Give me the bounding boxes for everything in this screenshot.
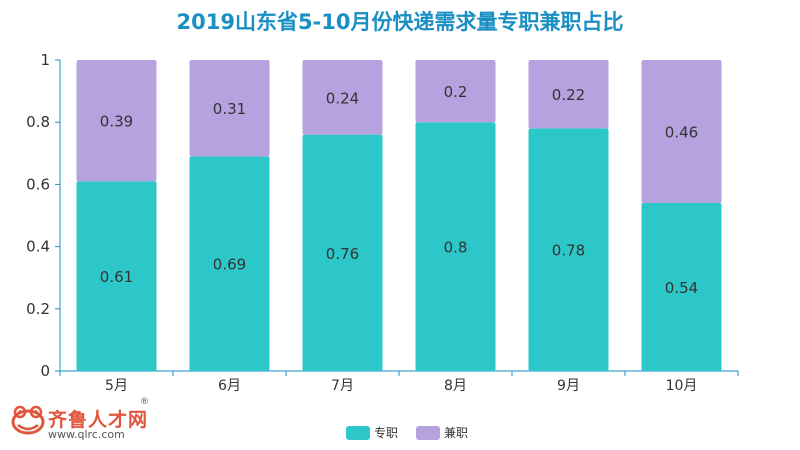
data-label: 0.61: [100, 268, 133, 286]
x-tick-label: 9月: [557, 378, 580, 394]
bar-fulltime: [641, 203, 722, 371]
chart-title: 2019山东省5-10月份快递需求量专职兼职占比: [176, 10, 624, 34]
data-label: 0.69: [213, 256, 246, 274]
y-tick-label: 0.4: [26, 238, 50, 256]
legend: 专职 兼职: [346, 425, 468, 440]
y-axis: 0 0.2 0.4 0.6 0.8 1: [26, 51, 61, 380]
bar-parttime: [302, 60, 383, 135]
y-tick-label: 0.2: [26, 300, 50, 318]
data-label: 0.78: [552, 242, 585, 260]
data-label: 0.22: [552, 86, 585, 104]
bar-parttime: [415, 60, 496, 123]
y-tick-label: 0.6: [26, 175, 50, 193]
data-labels: 0.61 0.39 0.69 0.31 0.76 0.24 0.8 0.2 0.78 0.22 0.…: [100, 83, 698, 297]
x-tick-label: 8月: [444, 378, 467, 394]
x-tick-label: 7月: [331, 378, 354, 394]
data-label: 0.8: [444, 239, 468, 257]
bar-fulltime: [76, 181, 157, 371]
data-label: 0.31: [213, 100, 246, 118]
data-label: 0.39: [100, 113, 133, 131]
legend-swatch: [416, 426, 440, 440]
x-tick-label: 5月: [105, 378, 128, 394]
legend-swatch: [346, 426, 370, 440]
data-label: 0.76: [326, 245, 359, 263]
bar-fulltime: [415, 122, 496, 371]
logo-frog-icon: [11, 405, 45, 435]
bar-fulltime: [302, 134, 383, 371]
bar-parttime: [528, 60, 609, 129]
bar-fulltime: [189, 156, 270, 371]
y-tick-label: 0: [40, 362, 50, 380]
bar-parttime: [641, 60, 722, 204]
legend-label: 专职: [374, 425, 398, 440]
logo-url: www.qlrc.com: [48, 428, 125, 441]
logo-name: 齐鲁人才网: [48, 409, 149, 431]
data-label: 0.24: [326, 89, 359, 107]
x-tick-label: 6月: [218, 378, 241, 394]
bar-parttime: [189, 60, 270, 157]
y-tick-label: 0.8: [26, 113, 50, 131]
bars: [76, 60, 722, 371]
y-tick-label: 1: [40, 51, 50, 69]
bar-parttime: [76, 60, 157, 182]
logo-registered-mark: ®: [140, 397, 149, 407]
x-axis: 5月 6月 7月 8月 9月 10月: [59, 370, 739, 394]
bar-fulltime: [528, 128, 609, 371]
data-label: 0.46: [665, 124, 698, 142]
data-label: 0.2: [444, 83, 468, 101]
legend-label: 兼职: [444, 426, 468, 440]
x-tick-label: 10月: [666, 378, 698, 394]
data-label: 0.54: [665, 279, 698, 297]
